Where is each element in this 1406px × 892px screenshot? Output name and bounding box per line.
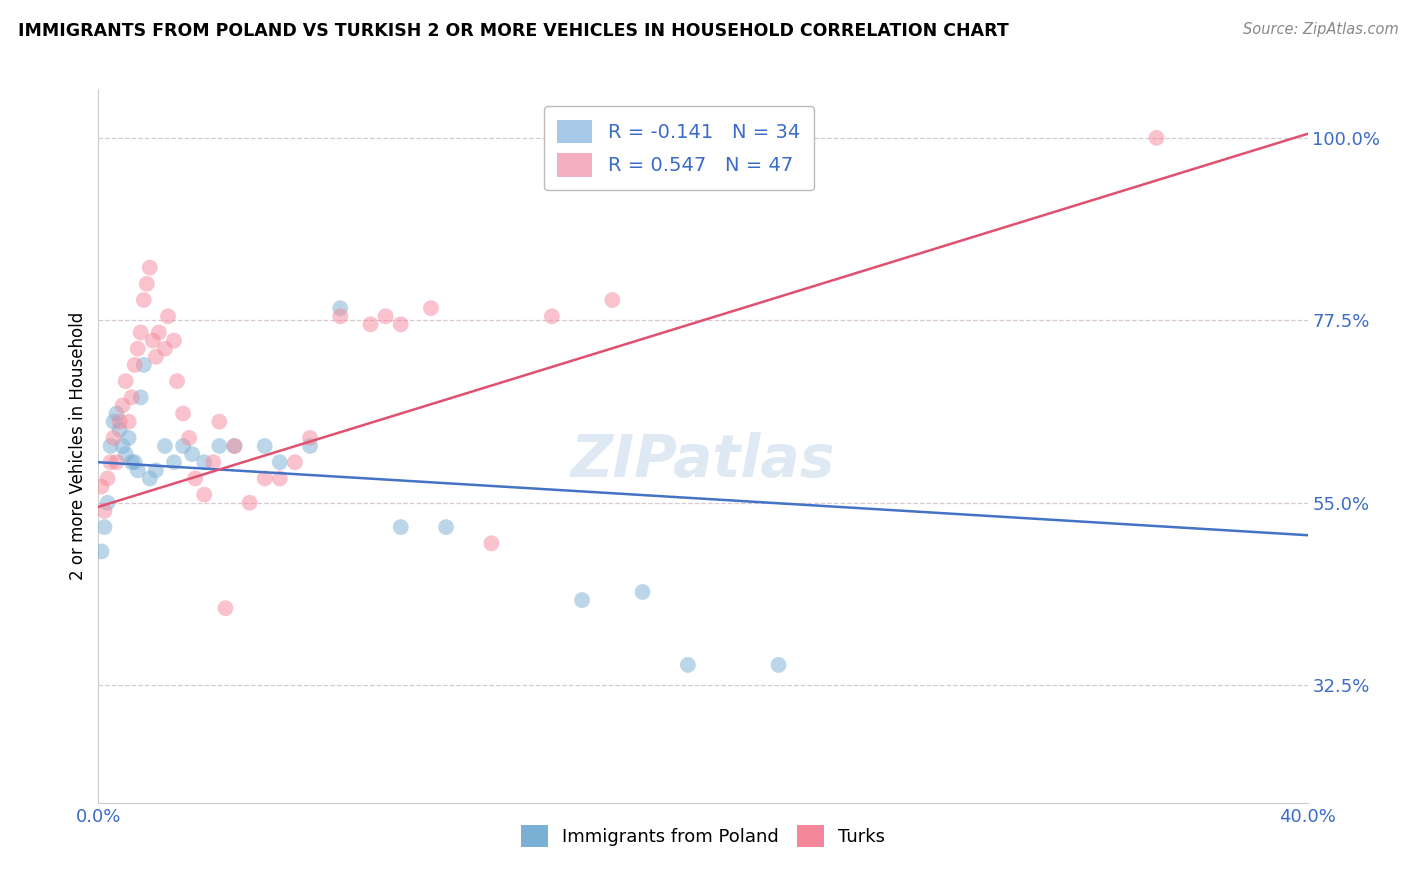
Point: [389, 520, 412, 534]
Point: [571, 593, 593, 607]
Point: [145, 350, 167, 364]
Point: [284, 455, 307, 469]
Point: [208, 415, 231, 429]
Point: [105, 407, 128, 421]
Point: [100, 439, 122, 453]
Point: [103, 415, 125, 429]
Point: [202, 455, 225, 469]
Point: [105, 455, 128, 469]
Point: [153, 439, 176, 453]
Point: [253, 471, 276, 485]
Point: [114, 374, 136, 388]
Point: [420, 301, 443, 315]
Point: [172, 439, 194, 453]
Point: [193, 455, 215, 469]
Point: [114, 447, 136, 461]
Point: [108, 415, 131, 429]
Point: [768, 657, 790, 672]
Point: [145, 463, 167, 477]
Point: [179, 431, 201, 445]
Point: [103, 431, 125, 445]
Point: [118, 431, 141, 445]
Point: [299, 439, 322, 453]
Point: [124, 358, 146, 372]
Point: [100, 455, 122, 469]
Point: [96, 471, 118, 485]
Point: [139, 260, 162, 275]
Point: [540, 310, 562, 324]
Point: [214, 601, 236, 615]
Point: [172, 407, 194, 421]
Point: [118, 415, 141, 429]
Point: [602, 293, 624, 307]
Point: [148, 326, 170, 340]
Point: [434, 520, 457, 534]
Point: [389, 318, 412, 332]
Point: [124, 455, 146, 469]
Point: [163, 334, 186, 348]
Point: [253, 439, 276, 453]
Point: [129, 390, 152, 404]
Point: [184, 471, 207, 485]
Point: [208, 439, 231, 453]
Point: [90, 479, 112, 493]
Point: [142, 334, 165, 348]
Point: [269, 455, 291, 469]
Point: [631, 585, 654, 599]
Point: [127, 342, 149, 356]
Point: [111, 439, 134, 453]
Point: [129, 326, 152, 340]
Point: [239, 496, 262, 510]
Point: [90, 544, 112, 558]
Point: [676, 657, 699, 672]
Point: [181, 447, 204, 461]
Text: Source: ZipAtlas.com: Source: ZipAtlas.com: [1243, 22, 1399, 37]
Point: [481, 536, 503, 550]
Point: [329, 301, 352, 315]
Text: ZIPatlas: ZIPatlas: [571, 432, 835, 489]
Point: [193, 488, 215, 502]
Point: [121, 390, 143, 404]
Point: [111, 399, 134, 413]
Y-axis label: 2 or more Vehicles in Household: 2 or more Vehicles in Household: [69, 312, 87, 580]
Point: [93, 520, 115, 534]
Point: [166, 374, 188, 388]
Point: [135, 277, 157, 291]
Point: [692, 147, 714, 161]
Point: [156, 310, 179, 324]
Legend: Immigrants from Poland, Turks: Immigrants from Poland, Turks: [513, 818, 893, 855]
Point: [374, 310, 396, 324]
Point: [299, 431, 322, 445]
Point: [1144, 131, 1167, 145]
Point: [96, 496, 118, 510]
Point: [132, 293, 155, 307]
Point: [360, 318, 382, 332]
Point: [93, 504, 115, 518]
Point: [121, 455, 143, 469]
Point: [139, 471, 162, 485]
Point: [269, 471, 291, 485]
Point: [132, 358, 155, 372]
Point: [163, 455, 186, 469]
Point: [127, 463, 149, 477]
Point: [153, 342, 176, 356]
Point: [108, 423, 131, 437]
Point: [329, 310, 352, 324]
Text: IMMIGRANTS FROM POLAND VS TURKISH 2 OR MORE VEHICLES IN HOUSEHOLD CORRELATION CH: IMMIGRANTS FROM POLAND VS TURKISH 2 OR M…: [18, 22, 1010, 40]
Point: [224, 439, 246, 453]
Point: [224, 439, 246, 453]
